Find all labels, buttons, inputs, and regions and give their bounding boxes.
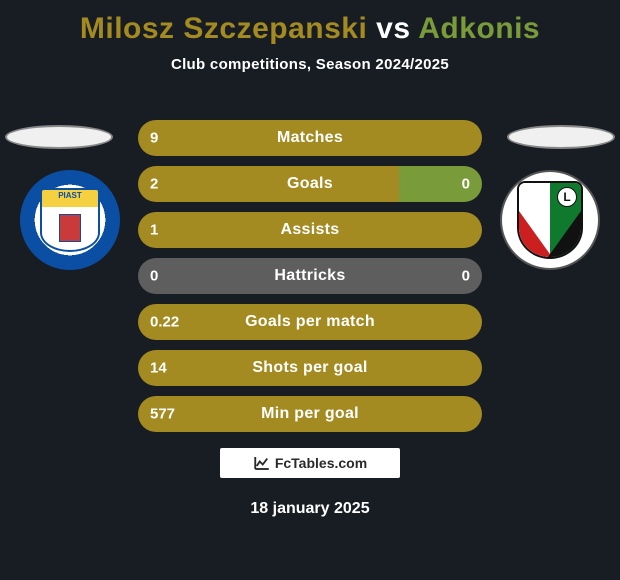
stat-value-left: 9 [150, 130, 158, 147]
footer-date: 18 january 2025 [0, 500, 620, 518]
stat-row: 14 Shots per goal [138, 350, 482, 386]
stat-label: Shots per goal [252, 359, 367, 377]
stat-row: 0.22 Goals per match [138, 304, 482, 340]
team-left-shadow [5, 125, 113, 149]
page-title: Milosz Szczepanski vs Adkonis [0, 0, 620, 46]
stat-row: 9 Matches [138, 120, 482, 156]
stat-value-left: 577 [150, 406, 175, 423]
stat-value-left: 0.22 [150, 314, 179, 331]
stat-value-left: 1 [150, 222, 158, 239]
team-right-shadow [507, 125, 615, 149]
legia-shield-icon: L [517, 181, 583, 259]
team-right-crest: L [500, 170, 600, 270]
player1-name: Milosz Szczepanski [80, 12, 367, 45]
team-left-crest [20, 170, 120, 270]
stat-value-left: 2 [150, 176, 158, 193]
stat-value-right: 0 [462, 268, 470, 285]
subtitle: Club competitions, Season 2024/2025 [0, 56, 620, 73]
vs-text: vs [376, 12, 410, 45]
stat-label: Min per goal [261, 405, 359, 423]
stats-container: 9 Matches 2 Goals 0 1 Assists 0 Hattricks 0 0.22 Go… [138, 120, 482, 432]
chart-icon [253, 454, 271, 472]
stat-label: Hattricks [274, 267, 345, 285]
piast-shield-icon [40, 188, 100, 252]
stat-label: Assists [280, 221, 339, 239]
stat-label: Goals per match [245, 313, 375, 331]
stat-label: Goals [287, 175, 333, 193]
site-badge: FcTables.com [220, 448, 400, 478]
site-name: FcTables.com [275, 455, 367, 471]
stat-value-right: 0 [462, 176, 470, 193]
stat-row: 577 Min per goal [138, 396, 482, 432]
stat-row: 1 Assists [138, 212, 482, 248]
stat-value-left: 0 [150, 268, 158, 285]
stat-row: 2 Goals 0 [138, 166, 482, 202]
stat-row: 0 Hattricks 0 [138, 258, 482, 294]
stat-label: Matches [277, 129, 343, 147]
player2-name: Adkonis [418, 12, 540, 45]
stat-value-left: 14 [150, 360, 167, 377]
